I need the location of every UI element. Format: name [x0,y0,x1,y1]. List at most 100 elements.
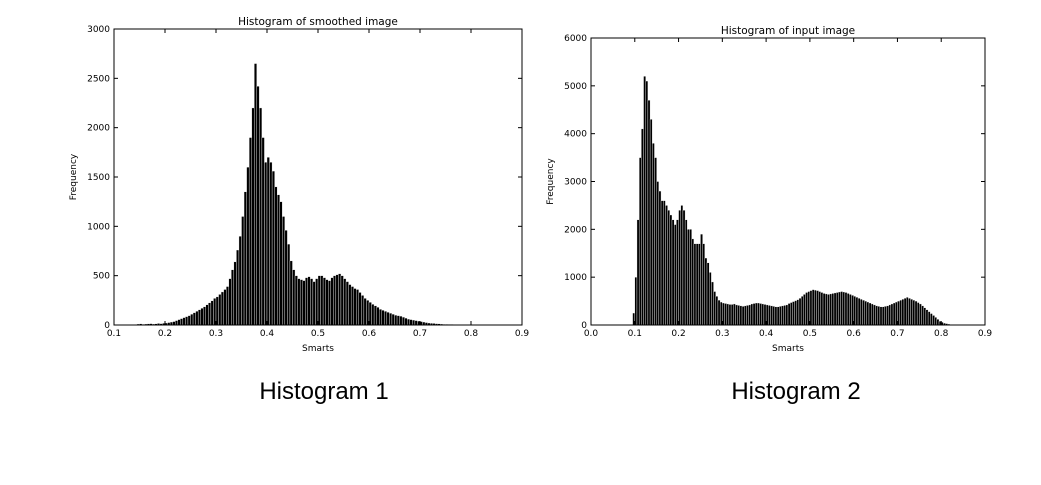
histogram-bar [827,294,830,326]
histogram-bar [768,305,771,326]
histogram-bar [932,315,935,326]
x-tick-label: 0.4 [260,329,275,339]
histogram-bar [404,317,408,326]
histogram-bar [259,107,263,326]
histogram-bar [241,216,245,326]
histogram-bar [730,304,734,326]
histogram-bar [200,308,204,326]
histogram-bar [761,303,765,326]
histogram-bar [868,302,872,326]
histogram-bar [338,273,342,326]
histogram-bar [391,313,395,326]
histogram-bar [746,305,749,326]
histogram-bar [279,201,283,326]
histogram-bar [256,86,260,326]
histogram-bar [195,311,199,326]
histogram-bar [294,275,298,326]
histogram-bar [236,249,240,326]
bars-group [632,76,962,326]
histogram-bar [361,295,365,326]
histogram-bar [658,190,662,326]
y-tick-label: 0 [581,321,587,331]
histogram-bar [210,300,214,326]
x-tick-label: 0.1 [628,329,642,339]
histogram-bar [709,272,712,326]
histogram-bar [927,311,931,326]
histogram-bar [842,291,846,326]
histogram-bar [208,302,212,326]
histogram-bar [838,291,841,326]
histogram-bar [787,303,791,326]
x-tick-label: 0.7 [890,329,904,339]
histogram-bar [305,277,308,326]
histogram-bar [925,309,929,326]
histogram-bar [855,297,859,326]
histogram-bar [689,229,692,326]
histogram-bar [246,166,250,326]
histogram-bar [693,243,697,326]
histogram-bar [678,210,681,326]
histogram-bar [800,296,804,326]
histogram-bar [680,205,684,326]
x-axis-label: Smarts [302,344,334,354]
histogram-bar [698,243,701,326]
histogram-bar [814,289,817,326]
histogram-bar [923,307,927,326]
histogram-bar [790,302,793,326]
histogram-bar [307,276,311,326]
x-tick-label: 0.5 [803,329,817,339]
histogram-bar [912,299,916,326]
histogram-bar [829,293,832,326]
histogram-bar [884,306,887,326]
histogram-bar [649,119,653,326]
histogram-bar [223,289,227,326]
x-tick-label: 0.6 [847,329,862,339]
histogram-bar [312,281,316,326]
histogram-bar [844,292,848,326]
histogram-bar [851,295,854,326]
histogram-bar [634,276,638,326]
histogram-bar [389,312,393,326]
histogram-bar [384,311,388,326]
histogram-bar [660,200,664,326]
histogram-bar [805,292,808,326]
histogram-bar [282,216,286,326]
histogram-bar [330,277,334,326]
histogram-bar [315,278,319,326]
y-tick-label: 1500 [87,173,110,183]
histogram-bar [717,299,721,326]
histogram-bar [269,162,273,326]
histogram-bar [737,305,741,326]
histogram-bar [299,279,303,326]
histogram-bar [396,315,400,326]
histogram-bar [218,294,222,326]
histogram-bar [770,305,773,326]
histogram-bar [728,304,732,326]
histogram-bar [172,321,176,326]
histogram-bar [910,298,913,326]
histogram-bar [849,294,852,326]
histogram-bar [741,306,745,326]
histogram-bar [857,298,861,326]
histogram-bar [875,305,878,326]
x-tick-label: 0.6 [362,329,377,339]
histogram-bar [860,298,863,326]
histogram-bar [654,157,657,326]
histogram-bar [203,306,206,326]
histogram-bar [669,214,673,326]
histogram-bar [811,289,815,326]
histogram-bar [407,318,410,326]
histogram-bar [906,297,909,326]
histogram-bar [733,303,736,326]
histogram-bar [412,319,416,326]
histogram-bar [785,304,789,326]
histogram-bar [908,298,911,326]
y-tick-label: 3000 [87,25,110,35]
histogram-bar [757,302,760,326]
histogram-bar [713,291,716,326]
histogram-bar [335,274,339,326]
histogram-bar [350,286,354,326]
x-tick-label: 0.1 [107,329,121,339]
histogram-bar [877,306,881,326]
y-tick-label: 6000 [564,34,587,44]
